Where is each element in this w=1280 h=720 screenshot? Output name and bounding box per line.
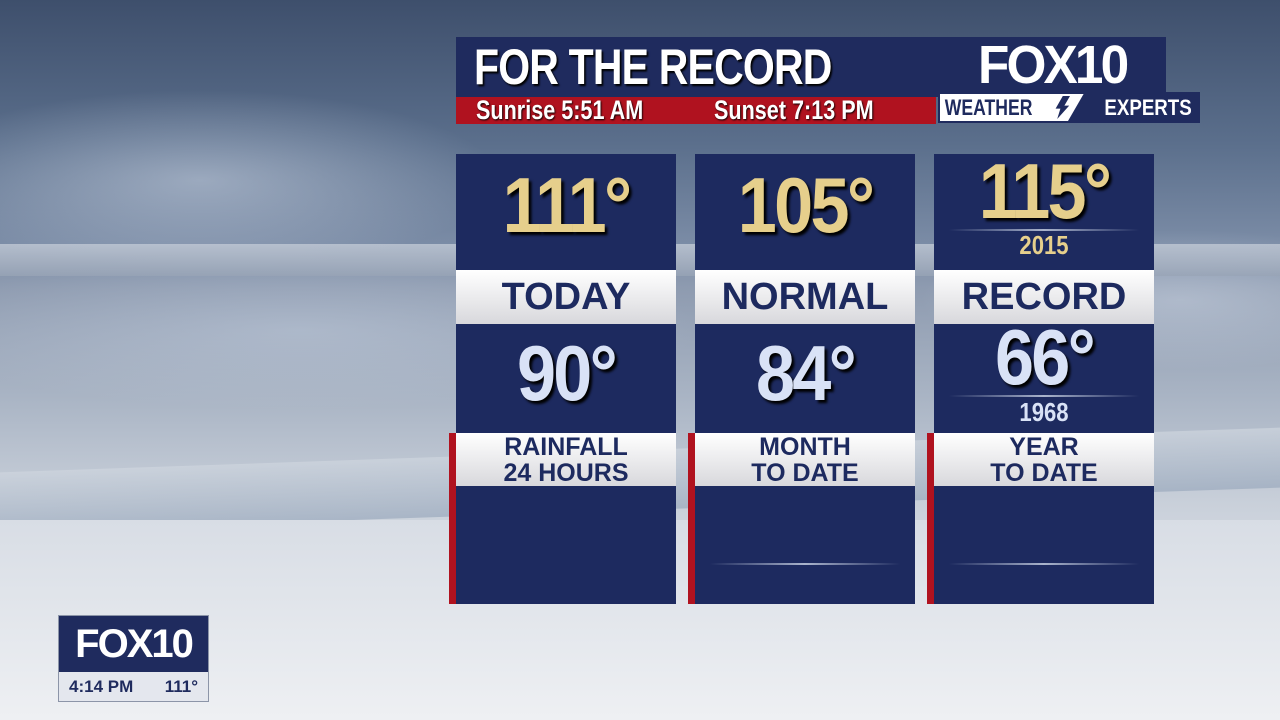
red-accent: [449, 433, 456, 604]
today-high: 111°: [502, 161, 632, 249]
normal-low: 84°: [755, 329, 857, 417]
record-column: 115° 2015 RECORD 66° 1968 YEAR TO DATE: [927, 147, 1154, 604]
rainfall-label-line1: RAINFALL: [504, 433, 628, 461]
header-bar: [456, 37, 1166, 97]
weather-text: WEATHER: [944, 95, 1033, 120]
month-to-date-label: MONTH TO DATE: [695, 433, 915, 486]
month-label-line2: TO DATE: [751, 459, 859, 487]
month-label-line1: MONTH: [759, 433, 851, 461]
today-label: TODAY: [456, 270, 676, 324]
normal-column: 105° NORMAL 84° MONTH TO DATE: [688, 154, 915, 604]
record-high: 115°: [978, 147, 1112, 235]
sunset-text: Sunset 7:13 PM: [714, 95, 874, 125]
red-accent: [688, 433, 695, 604]
record-label: RECORD: [934, 270, 1154, 324]
divider-line: [949, 395, 1139, 397]
divider-line: [710, 563, 900, 565]
year-label-line1: YEAR: [1009, 433, 1079, 461]
weather-experts-badge: WEATHER EXPERTS: [938, 92, 1200, 123]
bug-time: 4:14 PM: [69, 676, 134, 696]
divider-line: [949, 229, 1139, 231]
record-high-year: 2015: [1019, 230, 1069, 260]
today-column: 111° TODAY 90° RAINFALL 24 HOURS: [449, 154, 676, 604]
fox10-logo: FOX10: [978, 35, 1129, 95]
year-to-date-label: YEAR TO DATE: [934, 433, 1154, 486]
bug-temp: 111°: [164, 676, 198, 696]
divider-line: [949, 563, 1139, 565]
bug-logo: FOX10: [59, 616, 208, 672]
normal-high: 105°: [737, 161, 875, 249]
page-title: FOR THE RECORD: [474, 39, 832, 95]
record-low: 66°: [994, 313, 1096, 401]
sun-times-bar: [456, 97, 936, 124]
rainfall-label-line2: 24 HOURS: [503, 459, 629, 487]
experts-text: EXPERTS: [1104, 95, 1192, 120]
record-low-year: 1968: [1019, 397, 1069, 427]
rainfall-label: RAINFALL 24 HOURS: [456, 433, 676, 486]
red-accent: [927, 433, 934, 604]
sunrise-text: Sunrise 5:51 AM: [476, 95, 644, 125]
year-label-line2: TO DATE: [990, 459, 1098, 487]
normal-label: NORMAL: [695, 270, 915, 324]
station-bug: FOX10 4:14 PM 111°: [58, 615, 209, 702]
today-low: 90°: [516, 329, 618, 417]
lightning-bolt-icon: [1055, 96, 1070, 119]
